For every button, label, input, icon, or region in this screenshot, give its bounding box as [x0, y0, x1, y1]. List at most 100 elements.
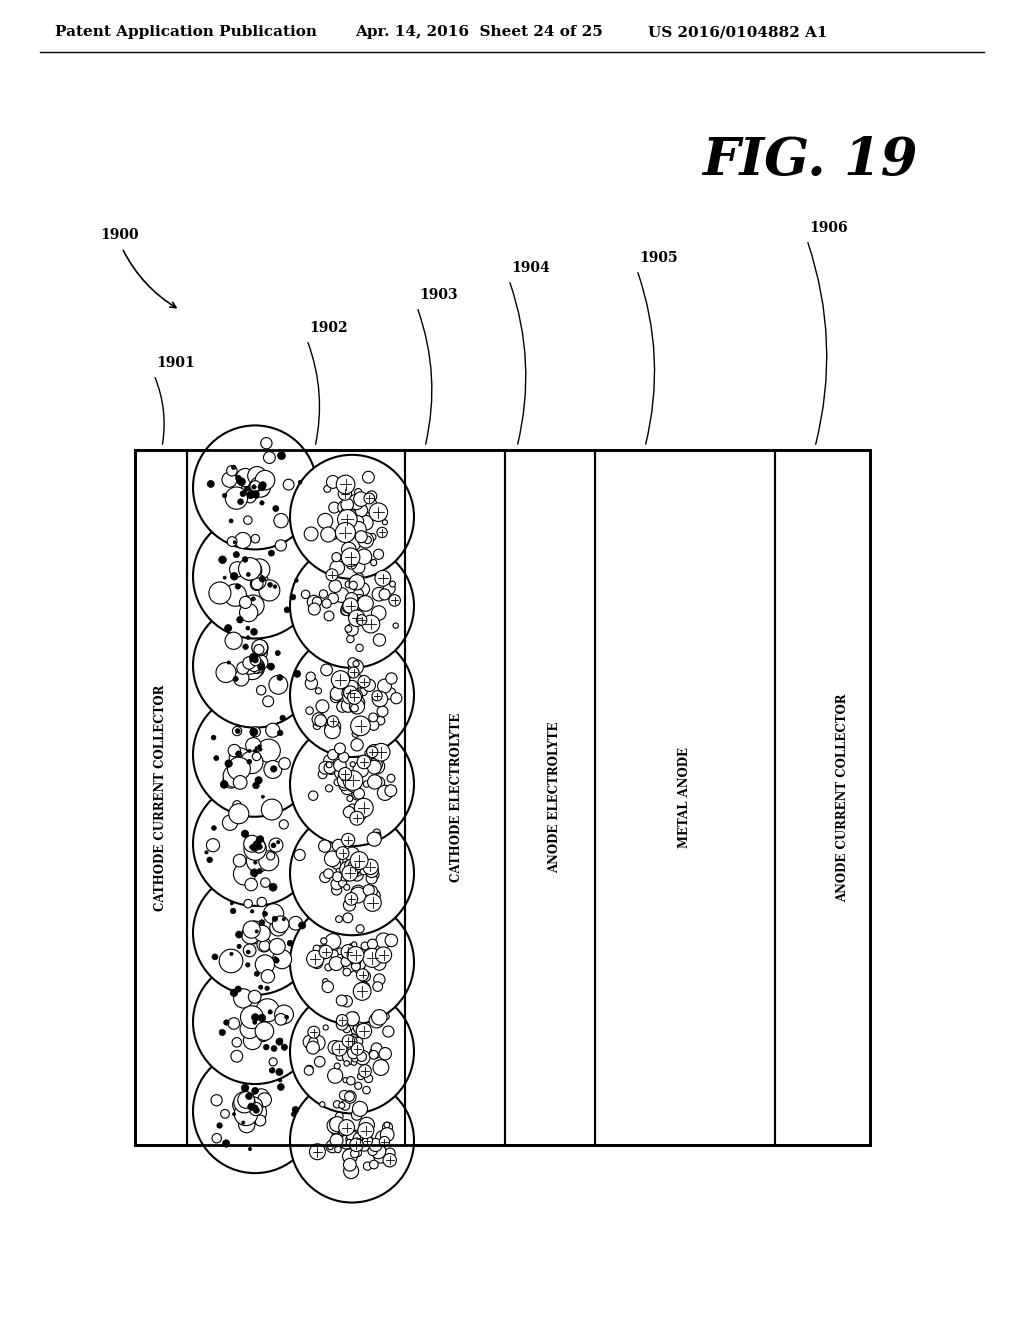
- Circle shape: [258, 747, 262, 751]
- Circle shape: [252, 653, 258, 660]
- Circle shape: [207, 838, 219, 851]
- Circle shape: [241, 560, 262, 581]
- Circle shape: [332, 1041, 347, 1056]
- Circle shape: [278, 675, 283, 680]
- Circle shape: [351, 961, 360, 970]
- Circle shape: [280, 715, 286, 721]
- Circle shape: [344, 1061, 349, 1067]
- Circle shape: [294, 671, 301, 677]
- Circle shape: [344, 775, 356, 788]
- Circle shape: [353, 957, 361, 965]
- Circle shape: [276, 841, 280, 843]
- Circle shape: [233, 676, 239, 681]
- Circle shape: [239, 557, 261, 581]
- Circle shape: [346, 777, 360, 792]
- Circle shape: [259, 941, 270, 952]
- Circle shape: [352, 1101, 368, 1117]
- Circle shape: [244, 1111, 253, 1121]
- Circle shape: [211, 735, 216, 741]
- Circle shape: [362, 1086, 371, 1094]
- Circle shape: [334, 779, 341, 785]
- Circle shape: [225, 632, 242, 649]
- Circle shape: [205, 850, 208, 854]
- Circle shape: [253, 1020, 256, 1024]
- Circle shape: [348, 804, 357, 813]
- Circle shape: [214, 755, 219, 760]
- Circle shape: [309, 1035, 325, 1051]
- Circle shape: [269, 1057, 278, 1067]
- Circle shape: [345, 1011, 359, 1026]
- Circle shape: [352, 788, 364, 800]
- Circle shape: [358, 1065, 372, 1077]
- Circle shape: [371, 560, 377, 566]
- Circle shape: [306, 706, 313, 714]
- Circle shape: [346, 1135, 353, 1143]
- Circle shape: [340, 1135, 353, 1148]
- Circle shape: [331, 686, 344, 701]
- Circle shape: [377, 706, 388, 717]
- Circle shape: [336, 865, 349, 878]
- Circle shape: [353, 1133, 366, 1146]
- Circle shape: [348, 1130, 359, 1142]
- Circle shape: [295, 578, 298, 582]
- Circle shape: [321, 664, 333, 676]
- Circle shape: [354, 771, 361, 779]
- Circle shape: [345, 581, 352, 587]
- Circle shape: [348, 494, 364, 510]
- Circle shape: [251, 869, 258, 876]
- Circle shape: [341, 875, 347, 880]
- Circle shape: [256, 1007, 271, 1022]
- Circle shape: [236, 729, 241, 734]
- Circle shape: [243, 557, 248, 562]
- Circle shape: [353, 788, 365, 799]
- Circle shape: [349, 675, 364, 689]
- Circle shape: [364, 1135, 373, 1146]
- Circle shape: [259, 985, 263, 989]
- Circle shape: [347, 1047, 359, 1059]
- Circle shape: [306, 950, 324, 968]
- Circle shape: [234, 532, 251, 549]
- Circle shape: [351, 1027, 358, 1035]
- Circle shape: [351, 1043, 364, 1055]
- Circle shape: [226, 466, 238, 477]
- Circle shape: [273, 585, 276, 589]
- Circle shape: [241, 751, 263, 774]
- Text: 1905: 1905: [639, 251, 678, 265]
- Circle shape: [230, 989, 238, 997]
- Circle shape: [303, 1035, 316, 1048]
- Circle shape: [258, 1093, 271, 1106]
- Circle shape: [361, 867, 369, 875]
- Circle shape: [233, 989, 253, 1008]
- Circle shape: [282, 1044, 288, 1051]
- Circle shape: [219, 1030, 225, 1035]
- Circle shape: [349, 1134, 358, 1143]
- Text: US 2016/0104882 A1: US 2016/0104882 A1: [648, 25, 827, 40]
- Circle shape: [369, 503, 388, 521]
- Circle shape: [285, 607, 290, 612]
- Circle shape: [322, 599, 331, 609]
- Circle shape: [369, 869, 379, 880]
- Circle shape: [370, 1048, 381, 1059]
- Circle shape: [372, 690, 382, 701]
- Circle shape: [342, 543, 356, 557]
- Circle shape: [255, 482, 269, 496]
- Circle shape: [233, 552, 240, 557]
- Circle shape: [362, 948, 382, 968]
- Circle shape: [250, 729, 258, 737]
- Circle shape: [374, 974, 385, 985]
- Circle shape: [275, 1014, 287, 1026]
- Circle shape: [275, 1039, 283, 1045]
- Circle shape: [251, 628, 257, 635]
- Circle shape: [350, 521, 367, 537]
- Circle shape: [337, 772, 353, 788]
- Circle shape: [351, 1044, 357, 1049]
- Circle shape: [223, 772, 239, 788]
- Circle shape: [251, 535, 260, 543]
- Circle shape: [349, 574, 365, 590]
- Circle shape: [275, 1068, 283, 1076]
- Circle shape: [330, 1134, 343, 1147]
- Circle shape: [238, 499, 244, 504]
- Circle shape: [324, 486, 331, 492]
- Circle shape: [237, 586, 240, 589]
- Circle shape: [373, 829, 381, 837]
